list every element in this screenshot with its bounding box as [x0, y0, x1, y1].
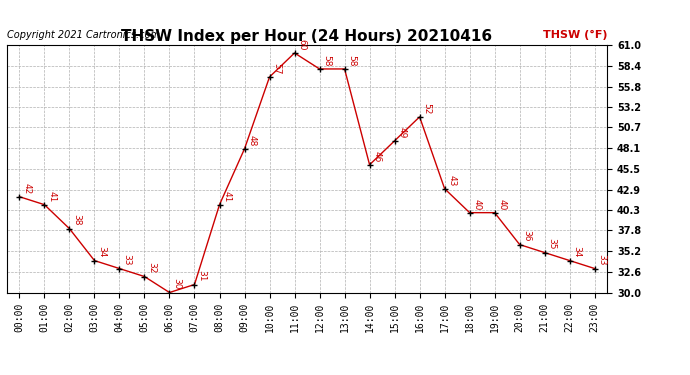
Text: 34: 34: [97, 246, 106, 258]
Title: THSW Index per Hour (24 Hours) 20210416: THSW Index per Hour (24 Hours) 20210416: [121, 29, 493, 44]
Text: 52: 52: [422, 103, 431, 114]
Text: 40: 40: [497, 198, 506, 210]
Text: 43: 43: [447, 174, 456, 186]
Text: 49: 49: [397, 127, 406, 138]
Text: 58: 58: [347, 55, 356, 66]
Text: 48: 48: [247, 135, 256, 146]
Text: 30: 30: [172, 278, 181, 290]
Text: 34: 34: [573, 246, 582, 258]
Text: 33: 33: [598, 254, 607, 266]
Text: Copyright 2021 Cartronics.com: Copyright 2021 Cartronics.com: [7, 30, 160, 40]
Text: 57: 57: [273, 63, 282, 74]
Text: 41: 41: [47, 190, 56, 202]
Text: 60: 60: [297, 39, 306, 50]
Text: 36: 36: [522, 230, 531, 242]
Text: 35: 35: [547, 238, 556, 250]
Text: 42: 42: [22, 183, 31, 194]
Text: 41: 41: [222, 190, 231, 202]
Text: 58: 58: [322, 55, 331, 66]
Text: THSW (°F): THSW (°F): [543, 30, 607, 40]
Text: 31: 31: [197, 270, 206, 282]
Text: 40: 40: [473, 198, 482, 210]
Text: 38: 38: [72, 214, 81, 226]
Text: 46: 46: [373, 151, 382, 162]
Text: 33: 33: [122, 254, 131, 266]
Text: 32: 32: [147, 262, 156, 274]
